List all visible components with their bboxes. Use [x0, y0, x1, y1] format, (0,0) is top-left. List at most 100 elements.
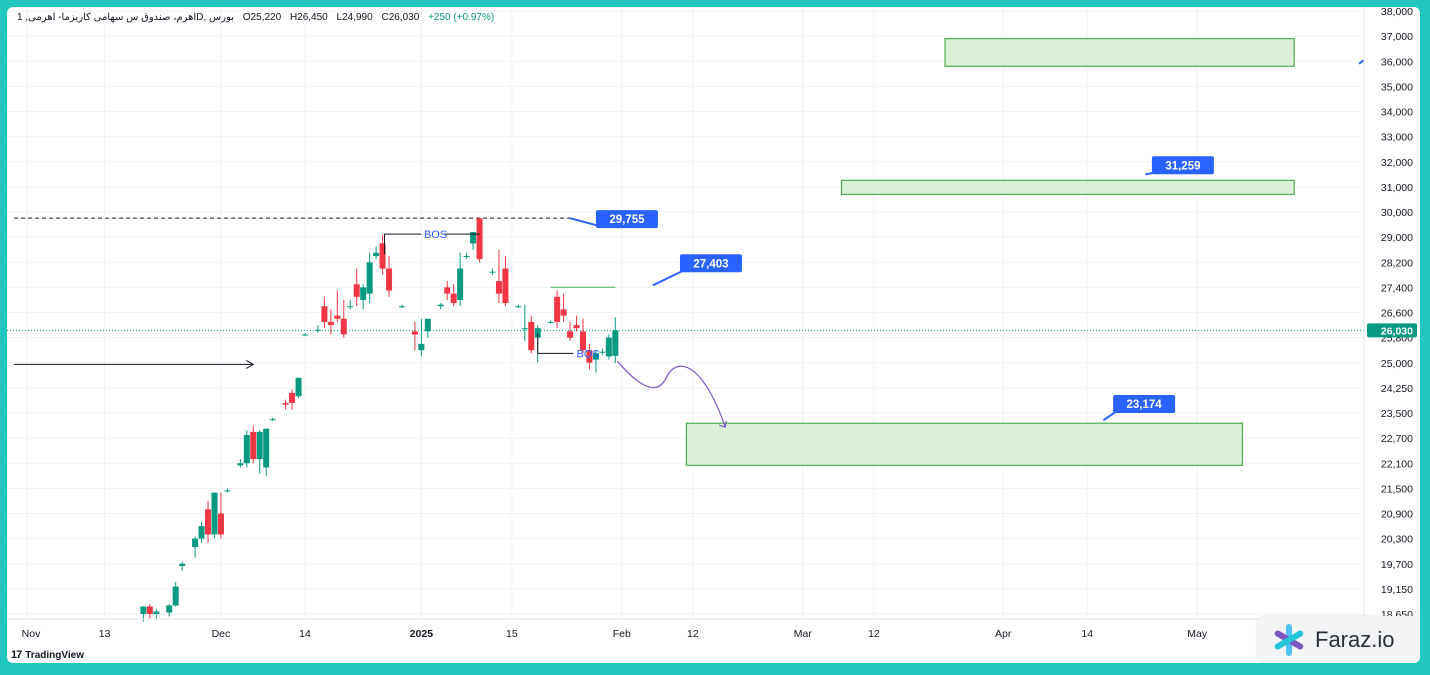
candle-body[interactable] — [398, 306, 405, 308]
candle-body[interactable] — [521, 328, 528, 330]
price-axis-label: 32,000 — [1381, 157, 1413, 169]
candle-body[interactable] — [599, 351, 606, 353]
price-callout-text-2: 27,403 — [693, 258, 728, 270]
candle-body[interactable] — [250, 431, 257, 460]
candle-body[interactable] — [366, 262, 373, 294]
candle-body[interactable] — [301, 334, 308, 336]
legend-title: اهرم، صندوق س سهامی کاریزما- اهرمی, 1D, … — [17, 12, 234, 23]
candle-body[interactable] — [347, 306, 354, 308]
price-callout-text-4: 23,174 — [1127, 399, 1163, 411]
candle-body[interactable] — [295, 377, 302, 397]
candle-body[interactable] — [437, 304, 444, 307]
candle-body[interactable] — [146, 606, 153, 614]
candle-body[interactable] — [605, 337, 612, 357]
price-callout-text-1: 29,755 — [609, 214, 645, 226]
candle-body[interactable] — [554, 296, 561, 322]
candle-body[interactable] — [321, 306, 328, 322]
chart-frame: BOS BOS 29,755 27,403 31,259 23,174 18,650 19,1… — [7, 7, 1420, 663]
zone-box-1 — [685, 422, 1244, 466]
time-axis-label: 13 — [99, 628, 111, 640]
legend-high: H26,450 — [289, 12, 328, 23]
candle-body[interactable] — [172, 586, 179, 606]
time-axis-label: Dec — [212, 628, 231, 640]
price-callout-box-4 — [1113, 394, 1176, 413]
candle-body[interactable] — [256, 431, 263, 460]
candle-body[interactable] — [450, 293, 457, 304]
price-axis-label: 34,000 — [1381, 107, 1413, 119]
candle-body[interactable] — [534, 328, 541, 338]
candle-body[interactable] — [269, 419, 276, 421]
last-price-badge — [1367, 323, 1417, 338]
time-axis-label: 14 — [1081, 628, 1093, 640]
bos-line-2 — [537, 333, 574, 354]
zone-box-2 — [840, 179, 1295, 196]
candle-body[interactable] — [489, 271, 496, 273]
candle-body[interactable] — [205, 509, 212, 535]
time-axis-label: 15 — [506, 628, 518, 640]
bos-label-1: BOS — [424, 229, 447, 241]
candle-body[interactable] — [547, 321, 554, 323]
price-axis-label: 22,700 — [1381, 433, 1413, 445]
price-axis-label: 27,400 — [1381, 282, 1413, 294]
candle-body[interactable] — [612, 330, 619, 356]
candle-body[interactable] — [198, 526, 205, 539]
candle-body[interactable] — [418, 343, 425, 351]
time-axis-label: 14 — [299, 628, 311, 640]
candle-body[interactable] — [360, 287, 367, 300]
candlestick-chart[interactable]: BOSBOS29,75527,40331,25923,17418,65019,1… — [7, 7, 1420, 663]
candle-body[interactable] — [567, 331, 574, 338]
legend-open: O25,220 — [242, 12, 282, 23]
candle-body[interactable] — [340, 318, 347, 335]
legend-close: C26,030 — [381, 12, 420, 23]
candle-body[interactable] — [353, 284, 360, 297]
candle-body[interactable] — [528, 321, 535, 351]
price-axis-label: 21,500 — [1381, 483, 1413, 495]
candle-body[interactable] — [334, 315, 341, 319]
price-callout-box-3 — [1151, 156, 1214, 175]
candle-body[interactable] — [282, 402, 289, 405]
candle-body[interactable] — [314, 329, 321, 331]
tradingview-logo[interactable]: 17 TradingView — [11, 649, 84, 661]
candle-body[interactable] — [579, 331, 586, 351]
price-axis-label: 24,250 — [1381, 383, 1413, 395]
candle-body[interactable] — [211, 492, 218, 535]
candle-body[interactable] — [224, 490, 231, 492]
candle-body[interactable] — [411, 331, 418, 335]
candle-body[interactable] — [495, 281, 502, 294]
candle-body[interactable] — [153, 611, 160, 614]
bos-label-2: BOS — [577, 348, 600, 360]
candle-body[interactable] — [140, 606, 147, 614]
candle-body[interactable] — [573, 325, 580, 329]
candle-body[interactable] — [502, 268, 509, 304]
candle-body[interactable] — [444, 287, 451, 294]
candle-body[interactable] — [217, 513, 224, 535]
candle-body[interactable] — [457, 268, 464, 300]
price-callout-box-1 — [595, 210, 658, 229]
candle-body[interactable] — [179, 563, 186, 567]
candle-body[interactable] — [586, 350, 593, 363]
candle-body[interactable] — [373, 252, 380, 256]
candle-body[interactable] — [263, 428, 270, 468]
time-axis-label: 2025 — [410, 628, 434, 640]
candle-body[interactable] — [243, 434, 250, 464]
candle-body[interactable] — [592, 353, 599, 360]
candle-body[interactable] — [560, 309, 567, 316]
time-axis-label: Feb — [613, 628, 631, 640]
time-axis-label: Nov — [22, 628, 41, 640]
price-axis-label: 30,000 — [1381, 207, 1413, 219]
candle-body[interactable] — [237, 463, 244, 466]
candle-body[interactable] — [192, 538, 199, 547]
candle-body[interactable] — [470, 232, 477, 244]
candle-body[interactable] — [327, 321, 334, 326]
candle-body[interactable] — [515, 306, 522, 308]
candle-body[interactable] — [476, 218, 483, 260]
candle-body[interactable] — [424, 318, 431, 332]
price-axis-label: 28,200 — [1381, 257, 1413, 269]
candle-body[interactable] — [379, 243, 386, 269]
candle-body[interactable] — [166, 605, 173, 613]
candle-body[interactable] — [289, 392, 296, 403]
candle-body[interactable] — [463, 255, 470, 257]
price-axis-label: 33,000 — [1381, 132, 1413, 144]
asterisk-logo-icon — [1274, 623, 1304, 656]
candle-body[interactable] — [386, 268, 393, 291]
